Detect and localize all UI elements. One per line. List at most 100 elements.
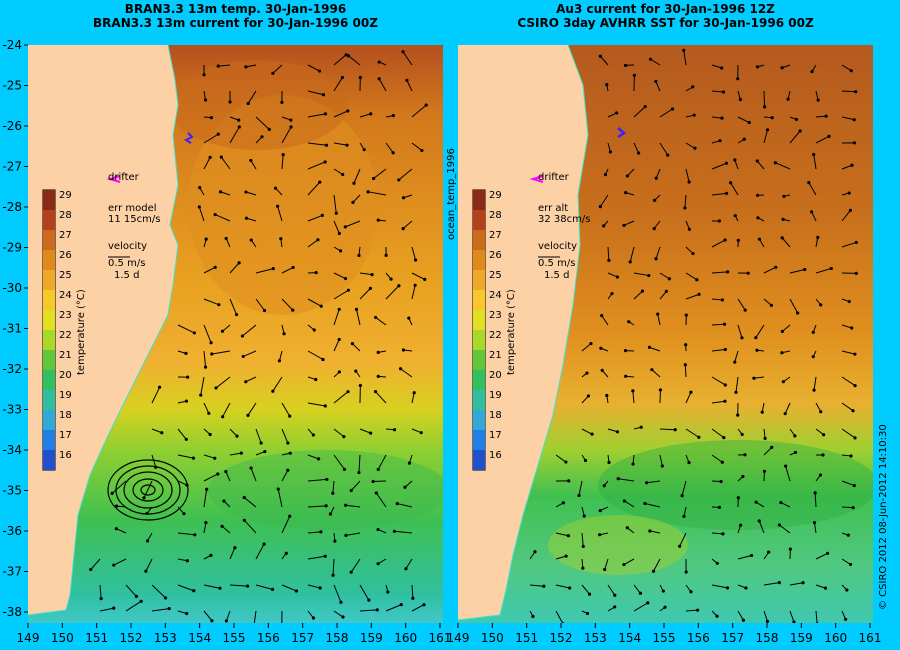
current-vector [681,480,687,496]
current-vector [177,532,195,536]
current-vector [659,291,667,300]
current-vector [253,610,257,623]
current-vector-head [219,155,223,159]
current-vector-head [89,567,93,572]
right-colorbar-label: temperature (°C) [506,289,517,375]
current-vector [405,558,413,570]
colorbar-swatch [473,330,485,350]
current-vector-head [691,85,695,89]
current-vector [685,428,700,438]
current-vector-head [567,479,571,483]
current-vector [255,268,274,274]
current-vector-head [770,445,774,449]
copyright-note: © CSIRO 2012 08-Jun-2012 14:10:30 [878,424,889,610]
current-vector-head [848,562,853,567]
current-vector-head [647,345,652,349]
colorbar-tick-label: 24 [489,290,502,301]
current-vector [529,584,544,587]
current-vector-head [715,561,719,565]
current-vector [711,400,726,404]
current-vector [624,500,635,508]
australia-landmass [458,45,588,620]
current-vector-head [352,181,356,185]
current-vector-head [276,204,280,208]
latitude-axis: -24 -25 -26 -27 -28 -29 -30 -31 -32 -33 -34 -35 -36 -… [2,38,28,619]
current-vector [683,50,687,66]
current-vector-head [810,210,814,214]
colorbar-tick-label: 17 [59,430,72,441]
current-vector-head [624,374,628,378]
current-vector-head [376,467,380,472]
current-vector-head [615,275,620,279]
current-vector-head [590,432,594,436]
colorbar-tick-label: 21 [59,350,72,361]
current-vector-head [242,518,246,522]
current-vector-head [392,428,397,432]
current-vector-head [623,349,628,353]
current-vector-head [643,105,647,109]
current-vector-head [852,118,856,122]
current-vector-head [340,75,345,80]
lon-tick-label: 155 [223,631,246,645]
current-vector [277,206,283,222]
current-vector [359,288,371,300]
current-vector-head [246,413,250,417]
current-vector [784,402,791,414]
current-vector-head [245,584,250,588]
current-vector-head [742,137,746,141]
current-vector-head [815,622,819,623]
colorbar-tick-label: 19 [489,390,502,401]
current-vector-head [757,519,761,523]
current-vector-head [767,550,771,554]
current-vector [763,266,776,274]
current-vector-head [794,117,799,122]
current-vector [633,106,646,118]
current-vector [229,547,236,560]
current-vector [685,272,698,281]
current-vector [243,519,257,534]
current-vector-head [139,599,143,603]
current-vector-head [344,533,348,537]
current-vector-head [755,65,760,69]
current-vector-head [736,413,740,417]
current-vector-head [291,265,295,270]
current-vector-head [319,530,323,534]
current-vector [755,324,765,338]
current-vector-head [289,118,293,122]
colorbar-tick-label: 27 [489,230,502,241]
current-vector-head [224,470,228,474]
current-vector [281,298,294,311]
coastline [28,45,179,616]
current-vector [203,489,208,508]
current-vector-head [324,504,328,508]
current-vector-head [651,569,656,573]
current-vector-head [738,97,742,102]
current-vector-head [627,320,631,324]
current-vector-head [214,386,218,390]
current-vector-head [220,329,225,333]
current-vector-head [349,570,353,574]
colorbar-swatch [43,370,55,390]
colorbar-tick-label: 27 [59,230,72,241]
current-vector [229,584,248,587]
current-vector-head [210,352,214,356]
current-vector-head [824,114,828,118]
current-vector-head [640,289,645,293]
current-vector [332,480,335,494]
current-vector [255,116,270,130]
current-vector-head [271,389,275,393]
current-vector [229,298,238,315]
current-vector-head [321,357,325,362]
current-vector [218,64,231,67]
current-vector-head [244,190,248,194]
current-vector [711,239,726,248]
current-vector-head [218,586,222,590]
current-vector [111,480,127,494]
current-vector-head [812,520,817,525]
current-vector-head [186,375,190,379]
colorbar-swatch [473,430,485,450]
current-vector [659,428,676,431]
current-vector-head [667,277,671,281]
current-vector-head [687,180,691,184]
